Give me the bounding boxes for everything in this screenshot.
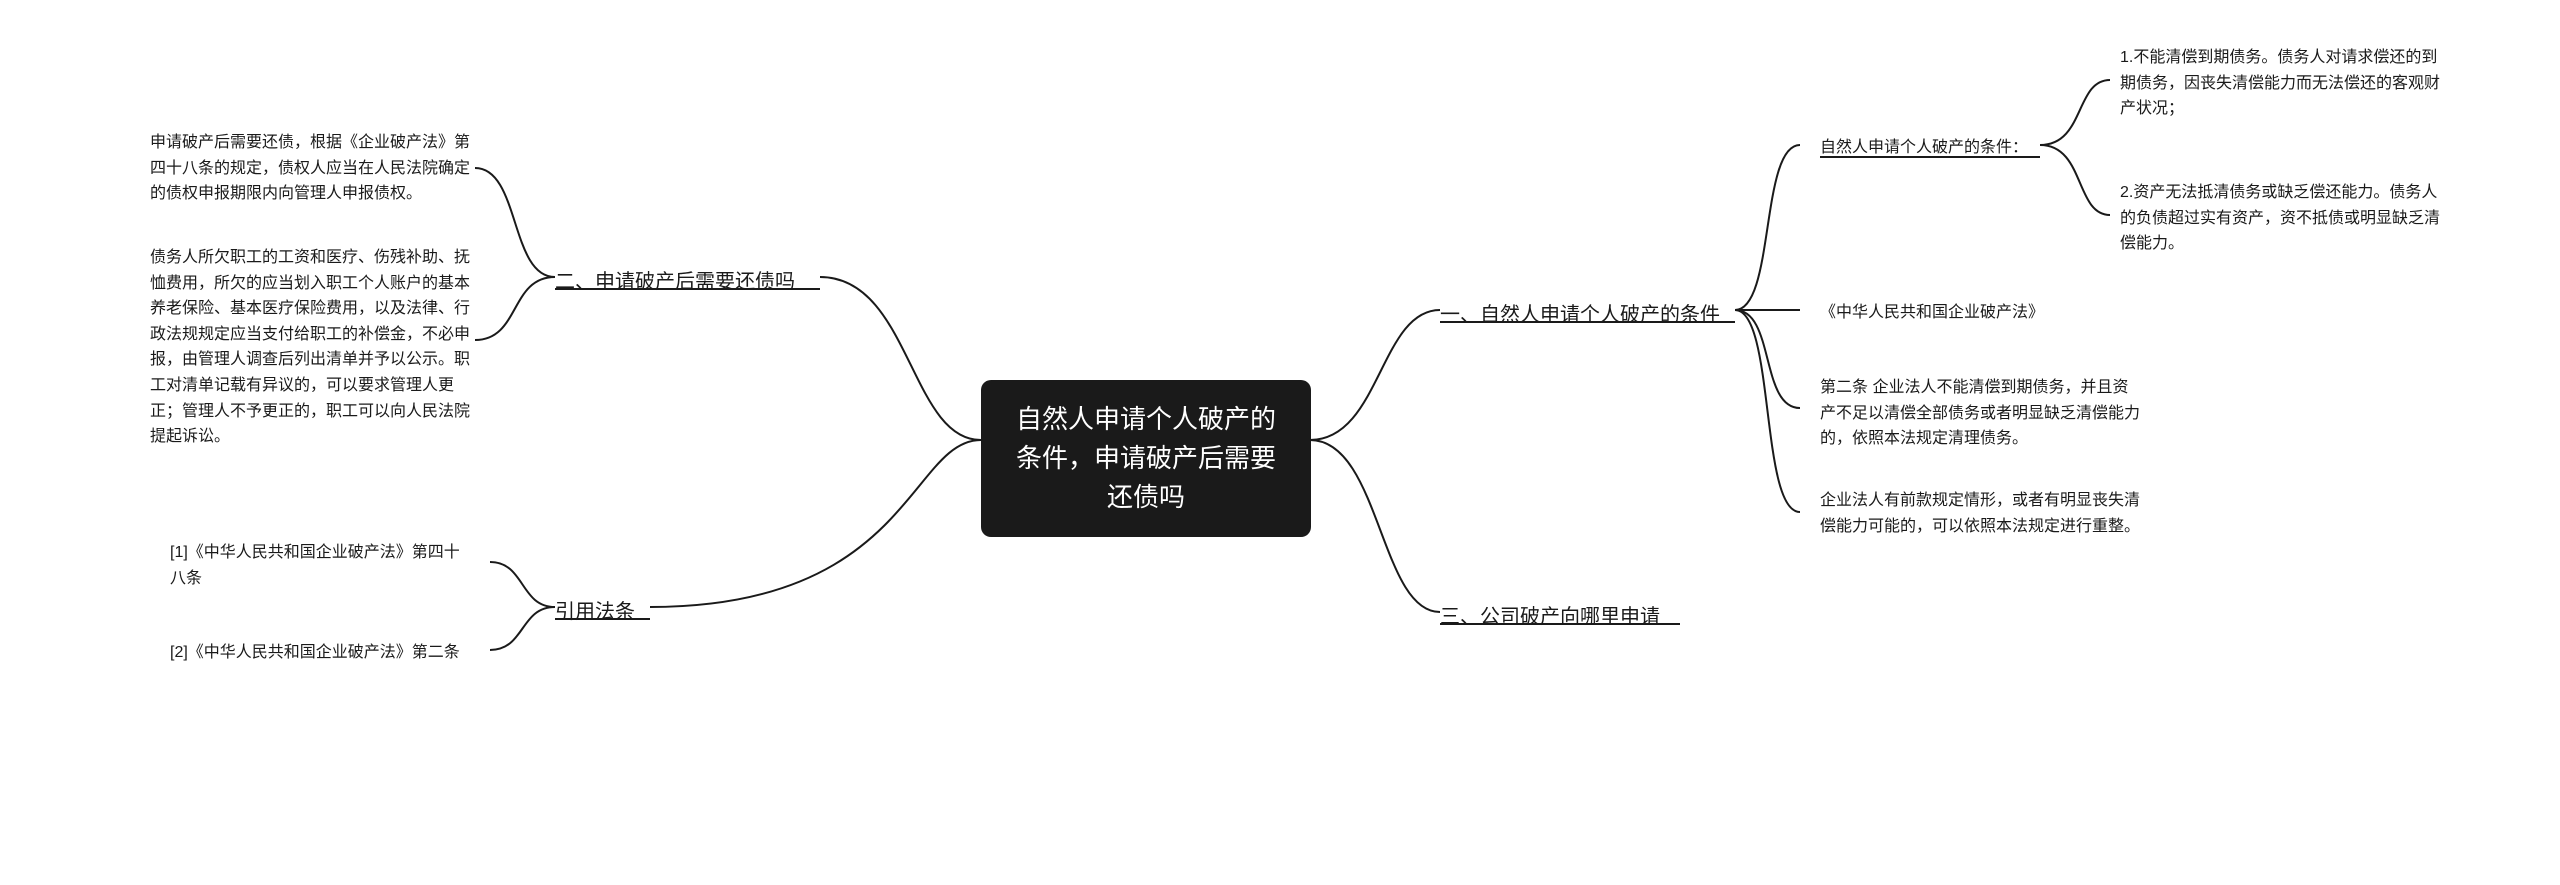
branch-conditions: 一、自然人申请个人破产的条件 <box>1440 298 1720 327</box>
citation-1: [1]《中华人民共和国企业破产法》第四十八条 <box>170 540 470 591</box>
citation-2: [2]《中华人民共和国企业破产法》第二条 <box>170 640 460 666</box>
law-article-2: 第二条 企业法人不能清偿到期债务，并且资产不足以清偿全部债务或者明显缺乏清偿能力… <box>1820 375 2140 452</box>
branch-where-apply: 三、公司破产向哪里申请 <box>1440 600 1660 629</box>
law-title: 《中华人民共和国企业破产法》 <box>1820 300 2044 326</box>
law-reorg: 企业法人有前款规定情形，或者有明显丧失清偿能力可能的，可以依照本法规定进行重整。 <box>1820 488 2140 539</box>
repay-text-1: 申请破产后需要还债，根据《企业破产法》第四十八条的规定，债权人应当在人民法院确定… <box>150 130 470 207</box>
branch-citations: 引用法条 <box>555 595 635 624</box>
repay-text-2: 债务人所欠职工的工资和医疗、伤残补助、抚恤费用，所欠的应当划入职工个人账户的基本… <box>150 245 470 450</box>
sub-conditions-label: 自然人申请个人破产的条件： <box>1820 135 2028 161</box>
center-node: 自然人申请个人破产的条件，申请破产后需要还债吗 <box>981 380 1311 537</box>
branch-repay: 二、申请破产后需要还债吗 <box>555 265 795 294</box>
condition-item-1: 1.不能清偿到期债务。债务人对请求偿还的到期债务，因丧失清偿能力而无法偿还的客观… <box>2120 45 2440 122</box>
condition-item-2: 2.资产无法抵清债务或缺乏偿还能力。债务人的负债超过实有资产，资不抵债或明显缺乏… <box>2120 180 2440 257</box>
mindmap-canvas: 自然人申请个人破产的条件，申请破产后需要还债吗 一、自然人申请个人破产的条件 自… <box>0 0 2560 885</box>
